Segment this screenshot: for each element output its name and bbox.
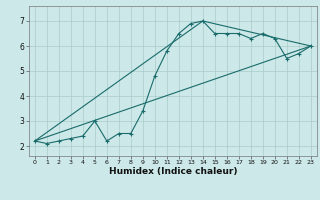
X-axis label: Humidex (Indice chaleur): Humidex (Indice chaleur) — [108, 167, 237, 176]
